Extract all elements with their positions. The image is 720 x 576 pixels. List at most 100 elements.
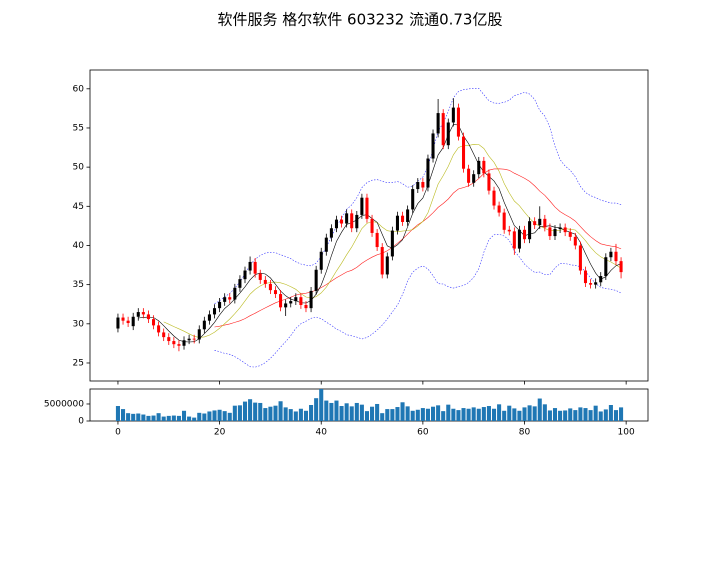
volume-bar	[578, 407, 583, 421]
volume-bar	[517, 410, 522, 421]
y-tick-label: 50	[73, 163, 85, 173]
candle-body	[573, 236, 577, 246]
candle-body	[146, 314, 150, 320]
volume-bar	[156, 413, 161, 421]
candle-body	[340, 219, 344, 224]
volume-bar	[390, 409, 395, 421]
candle-body	[502, 212, 506, 230]
volume-bar	[192, 417, 197, 421]
candle-body	[345, 213, 349, 224]
volume-bar	[329, 402, 334, 421]
candle-body	[421, 182, 425, 188]
volume-bar	[466, 408, 471, 421]
candle-body	[507, 229, 511, 232]
candle-body	[228, 297, 232, 300]
volume-bar	[258, 402, 263, 421]
candle-body	[472, 174, 476, 183]
candle-body	[614, 251, 618, 262]
candle-body	[553, 229, 557, 237]
candle-body	[314, 269, 318, 291]
volume-bar	[349, 406, 354, 421]
candle-body	[522, 229, 527, 240]
volume-bar	[563, 410, 568, 421]
volume-bar	[400, 402, 405, 421]
volume-bar	[171, 415, 176, 421]
bollinger-upper	[214, 88, 622, 305]
volume-bar	[461, 408, 466, 421]
volume-bar	[431, 406, 436, 421]
candle-body	[268, 283, 272, 291]
candle-body	[187, 338, 191, 341]
candle-body	[350, 213, 354, 229]
volume-bar	[324, 400, 329, 421]
volume-bar	[253, 402, 258, 421]
volume-bar	[207, 411, 212, 421]
volume-bar	[608, 405, 613, 421]
volume-bar	[293, 411, 298, 421]
volume-bar	[268, 406, 273, 421]
y-tick-label: 40	[73, 241, 85, 251]
candle-body	[385, 256, 389, 275]
candle-body	[157, 325, 161, 333]
volume-bar	[115, 406, 120, 421]
candle-body	[131, 316, 135, 327]
candle-body	[431, 133, 435, 159]
candle-body	[212, 308, 217, 315]
candle-body	[604, 257, 608, 277]
candle-body	[167, 337, 171, 342]
volume-bar	[237, 405, 242, 421]
volume-bar	[441, 411, 446, 421]
volume-bar	[385, 409, 390, 421]
candle-body	[446, 122, 450, 146]
candle-body	[609, 251, 613, 258]
volume-bar	[202, 413, 207, 421]
candle-body	[289, 301, 293, 304]
volume-bar	[298, 408, 303, 421]
volume-bar	[227, 412, 232, 421]
candle-body	[578, 245, 582, 271]
volume-bar	[278, 401, 283, 421]
candle-body	[329, 228, 333, 238]
candle-body	[197, 329, 201, 340]
candle-body	[436, 113, 440, 134]
candle-body	[492, 190, 496, 206]
candle-body	[380, 247, 384, 275]
candle-body	[619, 261, 623, 273]
volume-bar	[410, 410, 415, 421]
volume-bar	[364, 411, 369, 421]
volume-bar	[176, 415, 181, 421]
x-tick-label: 20	[214, 428, 226, 438]
volume-bar	[507, 405, 512, 421]
x-tick-label: 80	[519, 428, 531, 438]
volume-bar	[451, 408, 456, 421]
candle-body	[238, 279, 242, 288]
volume-bar	[588, 410, 593, 421]
volume-bar	[497, 404, 502, 421]
volume-bar	[222, 411, 227, 421]
x-tick-label: 100	[618, 428, 635, 438]
candle-body	[401, 215, 405, 222]
candle-body	[273, 290, 278, 295]
volume-bar	[136, 413, 141, 421]
candle-body	[284, 303, 288, 308]
volume-bar	[232, 405, 237, 421]
candle-body	[589, 283, 593, 285]
candle-body	[467, 168, 471, 183]
x-tick-label: 40	[316, 428, 328, 438]
candle-body	[477, 160, 481, 175]
candle-body	[462, 136, 466, 169]
volume-bar	[425, 408, 430, 421]
volume-bar	[593, 405, 598, 421]
volume-bar	[146, 415, 151, 421]
candle-body	[243, 270, 247, 280]
candle-body	[594, 282, 598, 285]
candle-body	[456, 107, 460, 137]
candle-body	[141, 312, 145, 315]
candle-body	[390, 230, 394, 257]
volume-bar	[354, 402, 359, 421]
candle-body	[512, 231, 516, 249]
volume-bar	[583, 408, 588, 421]
volume-bar	[121, 409, 126, 421]
candle-body	[207, 314, 211, 321]
volume-bar	[420, 408, 425, 421]
